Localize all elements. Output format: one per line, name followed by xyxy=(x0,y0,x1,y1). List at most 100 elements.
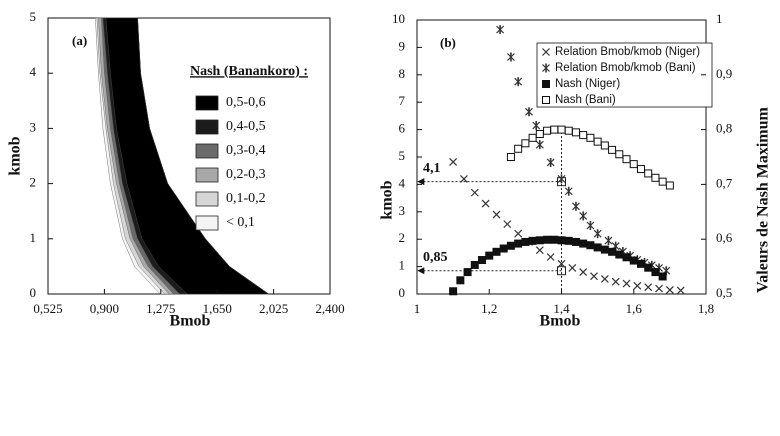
data-point xyxy=(665,181,674,190)
legend-label: 0,1-0,2 xyxy=(226,191,266,206)
data-point xyxy=(593,229,602,239)
y-tick-label: 10 xyxy=(392,11,405,26)
legend-marker xyxy=(542,48,550,56)
data-point xyxy=(636,165,645,174)
marker-square xyxy=(506,241,515,250)
y-tick-label: 2 xyxy=(30,175,37,190)
marker-square xyxy=(499,244,508,253)
marker-stroke xyxy=(611,277,620,286)
legend-swatch xyxy=(195,119,219,135)
data-point xyxy=(535,246,544,255)
data-point xyxy=(665,285,674,294)
data-point xyxy=(550,235,559,244)
data-point xyxy=(651,268,660,277)
marker-square xyxy=(608,247,617,256)
data-point xyxy=(550,125,559,134)
y-tick-label: 3 xyxy=(399,203,406,218)
data-point xyxy=(546,157,555,167)
marker-stroke xyxy=(579,268,588,277)
data-point xyxy=(535,140,544,150)
y-tick-label: 9 xyxy=(399,38,406,53)
y-axis-label: kmob xyxy=(7,136,24,175)
marker-square xyxy=(543,235,552,244)
legend-label: 0,3-0,4 xyxy=(226,143,266,158)
marker-square xyxy=(449,287,458,296)
y-tick-label: 4 xyxy=(399,175,406,190)
data-point xyxy=(622,155,631,164)
data-point xyxy=(514,229,523,238)
marker-square xyxy=(600,141,609,150)
marker-stroke xyxy=(676,286,685,295)
marker-square xyxy=(615,150,624,159)
data-point xyxy=(535,236,544,245)
marker-square xyxy=(535,129,544,138)
data-point xyxy=(499,244,508,253)
data-point xyxy=(456,276,465,285)
legend-marker xyxy=(542,96,550,104)
data-point xyxy=(507,52,515,62)
data-point xyxy=(600,141,609,150)
legend-marker xyxy=(542,80,550,88)
x-tick-label: 2,400 xyxy=(315,301,344,316)
marker-square xyxy=(636,165,645,174)
data-point xyxy=(644,169,653,178)
data-point xyxy=(449,287,458,296)
annotation-label: 4,1 xyxy=(423,161,441,176)
marker-square xyxy=(579,131,588,140)
data-point xyxy=(514,239,523,248)
x-tick-label: 1,650 xyxy=(203,301,232,316)
data-point xyxy=(492,247,501,256)
data-point xyxy=(579,211,588,221)
marker-square xyxy=(615,250,624,259)
marker-square xyxy=(593,243,602,252)
data-point xyxy=(651,173,660,182)
marker-stroke xyxy=(600,275,609,283)
data-point xyxy=(485,251,494,260)
x-tick-label: 1,275 xyxy=(146,301,175,316)
marker-square xyxy=(528,133,537,142)
data-point xyxy=(470,260,479,269)
data-point xyxy=(543,235,552,244)
data-point xyxy=(478,256,487,265)
y-tick-label: 0 xyxy=(399,285,406,300)
marker-square xyxy=(478,256,487,265)
y-tick-label: 5 xyxy=(30,9,37,24)
data-point xyxy=(492,210,501,219)
marker-stroke xyxy=(503,220,512,229)
data-point xyxy=(514,144,523,153)
data-point xyxy=(571,128,580,137)
legend-label: 0,2-0,3 xyxy=(226,167,266,182)
data-point xyxy=(658,272,667,281)
y2-axis-label: Valeurs de Nash Maximum xyxy=(755,107,772,293)
marker-stroke xyxy=(633,281,642,290)
marker-stroke xyxy=(514,229,523,238)
marker-stroke xyxy=(590,272,598,281)
y-tick-label: 6 xyxy=(399,121,406,136)
data-point xyxy=(514,77,523,87)
data-point xyxy=(557,236,566,245)
data-point xyxy=(503,220,512,229)
data-point xyxy=(460,174,468,183)
marker-square xyxy=(521,139,530,148)
data-point xyxy=(586,241,595,250)
data-point xyxy=(449,158,458,166)
marker-stroke xyxy=(449,158,458,166)
data-point xyxy=(532,120,541,130)
marker-stroke xyxy=(542,48,550,56)
marker-square xyxy=(571,237,580,246)
marker-square xyxy=(644,169,653,178)
data-point xyxy=(543,126,552,135)
legend-swatch xyxy=(195,167,219,183)
legend-swatch xyxy=(195,143,219,159)
data-point xyxy=(644,263,653,272)
marker-square xyxy=(470,260,479,269)
marker-square xyxy=(542,80,550,88)
panel-label: (a) xyxy=(72,33,87,48)
data-point xyxy=(593,137,602,146)
data-point xyxy=(622,253,631,262)
data-point xyxy=(600,275,609,283)
marker-square xyxy=(665,181,674,190)
marker-stroke xyxy=(481,199,490,208)
y-tick-label: 7 xyxy=(399,93,406,108)
x-tick-label: 0,525 xyxy=(33,301,62,316)
